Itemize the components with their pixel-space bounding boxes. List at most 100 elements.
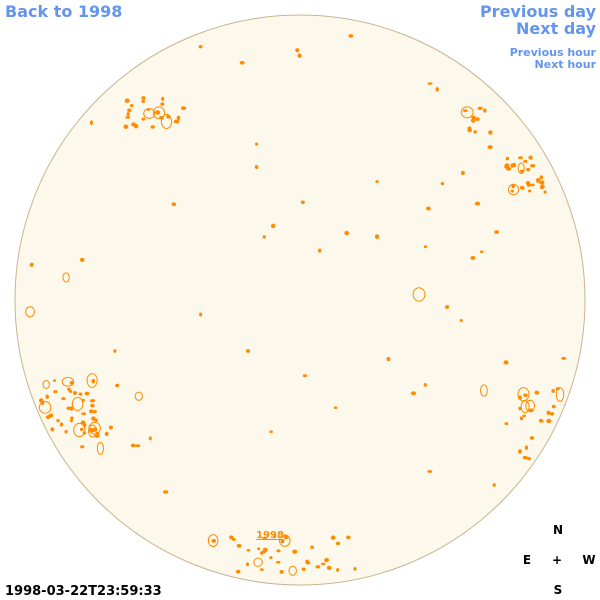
previous-day-link[interactable]: Previous day — [480, 2, 597, 21]
contour — [520, 400, 530, 414]
contour — [524, 445, 529, 450]
contour — [479, 250, 484, 254]
contour — [530, 183, 535, 187]
contour — [555, 387, 565, 402]
contour — [410, 391, 417, 396]
contour — [539, 180, 545, 185]
contour — [423, 245, 428, 249]
contour — [253, 557, 263, 567]
contour — [70, 416, 74, 420]
contour — [61, 376, 75, 387]
contour — [507, 183, 520, 196]
contour — [517, 162, 525, 175]
contour — [427, 82, 433, 85]
contour — [471, 115, 476, 120]
contour — [288, 565, 297, 576]
contour — [534, 390, 540, 395]
contour — [511, 162, 517, 168]
solar-disk — [14, 14, 586, 586]
contour — [141, 117, 146, 121]
contour — [386, 356, 391, 362]
timestamp: 1998-03-22T23:59:33 — [5, 584, 162, 599]
compass-east: E — [523, 553, 531, 567]
contour — [435, 87, 439, 92]
contour — [462, 109, 468, 113]
contour — [131, 122, 136, 127]
contour — [80, 420, 86, 425]
contour — [477, 106, 483, 111]
contour — [527, 456, 531, 461]
contour — [89, 120, 94, 125]
contour — [160, 102, 165, 106]
contour — [160, 114, 173, 129]
contour — [38, 400, 52, 414]
contour — [260, 551, 264, 555]
contour — [62, 272, 70, 283]
contour — [276, 549, 281, 553]
contour — [124, 98, 130, 103]
contour — [318, 248, 322, 253]
contour — [536, 178, 540, 183]
contour — [276, 560, 281, 564]
contour — [527, 189, 532, 193]
contour — [503, 360, 509, 365]
contour — [530, 164, 536, 168]
contour — [42, 379, 50, 390]
contour — [88, 424, 97, 438]
contour — [269, 430, 274, 434]
contour — [161, 96, 165, 102]
contour — [551, 388, 555, 393]
contour — [330, 535, 336, 540]
contour — [108, 425, 114, 430]
contour — [292, 549, 298, 554]
contour — [375, 180, 379, 184]
contour — [519, 416, 524, 421]
contour — [236, 543, 242, 548]
contour — [423, 382, 427, 387]
contour — [180, 106, 187, 110]
contour — [79, 257, 85, 263]
contour — [90, 403, 95, 408]
contour — [211, 538, 217, 543]
contour — [143, 108, 156, 119]
contour — [522, 455, 528, 460]
contour — [171, 202, 176, 207]
contour — [126, 112, 130, 117]
contour — [239, 60, 245, 65]
contour — [45, 394, 50, 399]
contour — [79, 427, 84, 432]
contour — [321, 562, 326, 566]
contour — [487, 145, 493, 150]
contour — [52, 379, 57, 382]
contour — [246, 548, 251, 552]
contour — [492, 483, 496, 487]
contour — [280, 539, 285, 544]
contour — [123, 124, 129, 129]
contour — [494, 230, 500, 234]
contour — [81, 412, 87, 416]
contour — [78, 392, 83, 396]
previous-hour-link[interactable]: Previous hour — [510, 46, 597, 59]
contour — [88, 421, 101, 435]
contour — [104, 431, 109, 437]
contour — [80, 445, 85, 449]
contour — [529, 436, 535, 440]
contour — [346, 535, 351, 540]
contour — [353, 567, 357, 571]
contour — [302, 374, 308, 378]
contour — [150, 125, 155, 129]
contour — [546, 418, 552, 424]
contour — [551, 404, 556, 409]
contour — [148, 436, 152, 441]
year-link[interactable]: 1998 — [256, 530, 284, 541]
next-day-link[interactable]: Next day — [516, 19, 597, 38]
back-link[interactable]: Back to 1998 — [5, 2, 122, 21]
compass-west: W — [582, 553, 595, 567]
contour — [519, 169, 525, 173]
contour — [198, 45, 203, 49]
contour — [546, 410, 551, 415]
next-hour-link[interactable]: Next hour — [535, 58, 597, 71]
contour — [528, 155, 533, 160]
contour — [526, 183, 532, 187]
